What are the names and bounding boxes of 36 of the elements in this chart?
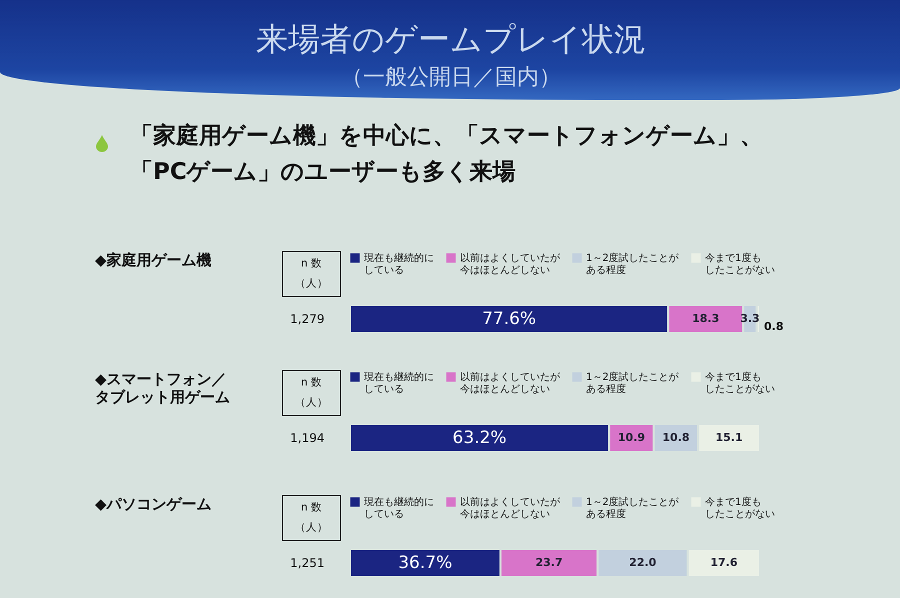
text: 「家庭用ゲーム機」を中心に、「スマートフォンゲーム」、「PCゲーム」のユーザーも多く来場 <box>130 122 763 185</box>
legend-label: 以前はよくしていたが今はほとんどしない <box>460 252 561 276</box>
data-label: 10.9 <box>618 431 646 444</box>
y-axis-title: n 数（人） <box>295 502 328 534</box>
data-label: 77.6% <box>482 309 536 329</box>
data-label: 15.1 <box>715 431 743 444</box>
legend-label: 以前はよくしていたが今はほとんどしない <box>460 371 561 395</box>
legend-label: 1～2度試したことがある程度 <box>586 496 680 520</box>
legend-label: 1～2度試したことがある程度 <box>586 252 680 276</box>
y-axis-title: n 数（人） <box>295 258 328 290</box>
y-tick-label: 1,251 <box>290 556 324 570</box>
y-tick-label: 1,194 <box>290 431 324 445</box>
text: ◆家庭用ゲーム機 <box>95 251 212 269</box>
legend-label: 現在も継続的にしている <box>364 496 434 520</box>
text: 来場者のゲームプレイ状況 <box>256 20 646 58</box>
data-label: 36.7% <box>398 553 452 573</box>
text: ◆パソコンゲーム <box>95 495 212 513</box>
legend-label: 今まで1度もしたことがない <box>705 371 775 395</box>
data-label: 18.3 <box>692 312 720 325</box>
y-axis-title: n 数（人） <box>295 376 328 408</box>
legend-label: 今まで1度もしたことがない <box>705 496 775 520</box>
data-label: 3.3 <box>740 312 760 325</box>
data-label: 23.7 <box>535 556 563 569</box>
y-tick-label: 1,279 <box>290 312 324 326</box>
legend-label: 以前はよくしていたが今はほとんどしない <box>460 496 561 520</box>
legend-label: 現在も継続的にしている <box>364 371 434 395</box>
text: （一般公開日／国内） <box>341 65 561 90</box>
data-label: 22.0 <box>629 556 657 569</box>
data-label: 10.8 <box>662 431 690 444</box>
data-label: 17.6 <box>710 556 738 569</box>
legend-label: 1～2度試したことがある程度 <box>586 371 680 395</box>
data-label: 0.8 <box>764 320 784 333</box>
legend-label: 今まで1度もしたことがない <box>705 252 775 276</box>
text: ◆スマートフォン／タブレット用ゲーム <box>95 370 230 406</box>
legend-label: 現在も継続的にしている <box>364 252 434 276</box>
data-label: 63.2% <box>452 428 507 448</box>
